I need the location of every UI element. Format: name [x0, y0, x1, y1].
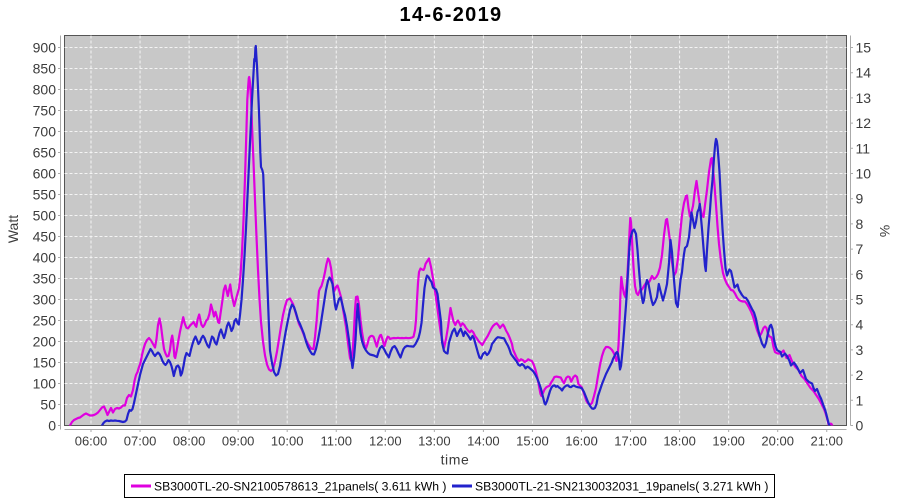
- svg-text:19:00: 19:00: [712, 434, 745, 449]
- svg-text:time: time: [441, 452, 470, 468]
- svg-text:300: 300: [33, 292, 57, 308]
- svg-text:200: 200: [33, 334, 57, 350]
- svg-text:850: 850: [33, 61, 57, 77]
- svg-text:07:00: 07:00: [124, 434, 157, 449]
- svg-text:0: 0: [856, 418, 864, 434]
- svg-text:14-6-2019: 14-6-2019: [400, 4, 503, 26]
- svg-text:6: 6: [856, 266, 864, 282]
- svg-text:10: 10: [856, 166, 872, 182]
- svg-text:08:00: 08:00: [173, 434, 206, 449]
- svg-text:400: 400: [33, 250, 57, 266]
- svg-text:4: 4: [856, 317, 864, 333]
- svg-text:600: 600: [33, 166, 57, 182]
- svg-text:3: 3: [856, 342, 864, 358]
- svg-text:750: 750: [33, 103, 57, 119]
- svg-text:14: 14: [856, 65, 872, 81]
- svg-text:100: 100: [33, 376, 57, 392]
- svg-text:650: 650: [33, 145, 57, 161]
- svg-text:550: 550: [33, 187, 57, 203]
- svg-text:13: 13: [856, 90, 872, 106]
- svg-text:1: 1: [856, 392, 864, 408]
- svg-text:14:00: 14:00: [467, 434, 500, 449]
- svg-text:9: 9: [856, 191, 864, 207]
- svg-text:Watt: Watt: [5, 215, 21, 243]
- svg-text:21:00: 21:00: [810, 434, 843, 449]
- svg-text:12: 12: [856, 115, 872, 131]
- svg-text:15: 15: [856, 40, 872, 56]
- svg-text:10:00: 10:00: [271, 434, 304, 449]
- svg-text:15:00: 15:00: [516, 434, 549, 449]
- svg-text:450: 450: [33, 229, 57, 245]
- svg-text:2: 2: [856, 367, 864, 383]
- svg-text:09:00: 09:00: [222, 434, 255, 449]
- svg-text:50: 50: [40, 397, 56, 413]
- svg-text:06:00: 06:00: [75, 434, 108, 449]
- svg-text:SB3000TL-21-SN2130032031_19pan: SB3000TL-21-SN2130032031_19panels( 3.271…: [475, 480, 768, 494]
- svg-text:800: 800: [33, 82, 57, 98]
- svg-text:SB3000TL-20-SN2100578613_21pan: SB3000TL-20-SN2100578613_21panels( 3.611…: [154, 480, 446, 494]
- svg-text:700: 700: [33, 124, 57, 140]
- svg-text:11:00: 11:00: [320, 434, 352, 449]
- svg-text:8: 8: [856, 216, 864, 232]
- svg-text:12:00: 12:00: [369, 434, 402, 449]
- svg-text:350: 350: [33, 271, 57, 287]
- svg-text:0: 0: [48, 418, 56, 434]
- svg-text:500: 500: [33, 208, 57, 224]
- svg-text:18:00: 18:00: [663, 434, 696, 449]
- svg-text:150: 150: [33, 355, 57, 371]
- svg-text:13:00: 13:00: [418, 434, 451, 449]
- svg-text:17:00: 17:00: [614, 434, 647, 449]
- svg-text:%: %: [877, 225, 893, 237]
- svg-text:250: 250: [33, 313, 57, 329]
- svg-text:16:00: 16:00: [565, 434, 598, 449]
- svg-text:5: 5: [856, 292, 864, 308]
- svg-text:7: 7: [856, 241, 864, 257]
- svg-text:20:00: 20:00: [761, 434, 794, 449]
- svg-text:900: 900: [33, 40, 57, 56]
- svg-text:11: 11: [856, 140, 871, 156]
